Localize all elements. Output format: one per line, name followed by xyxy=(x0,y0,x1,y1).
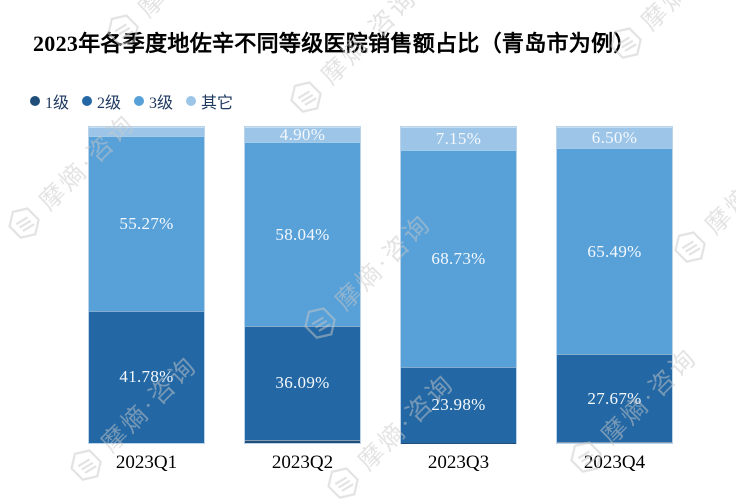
bar-segment-level3: 55.27% xyxy=(89,136,204,311)
legend-item-other: 其它 xyxy=(186,89,233,113)
data-label: 58.04% xyxy=(275,224,330,244)
brand-logo-icon xyxy=(8,207,40,239)
stacked-bar-2023q1: 55.27% 41.78% xyxy=(88,126,205,444)
chart-title: 2023年各季度地佐辛不同等级医院销售额占比（青岛市为例） xyxy=(33,31,636,56)
x-axis-label: 2023Q2 xyxy=(271,452,334,473)
legend-item-level3: 3级 xyxy=(134,89,173,113)
data-label: 6.50% xyxy=(591,127,638,147)
data-label: 55.27% xyxy=(119,214,174,234)
bar-segment-level1 xyxy=(557,441,672,443)
legend-dot-level2-icon xyxy=(82,96,93,106)
legend-dot-level1-icon xyxy=(30,96,40,106)
watermark: 摩熵·咨询 xyxy=(279,0,425,124)
bar-segment-other: 7.15% xyxy=(401,127,516,150)
bar-segment-other: 4.90% xyxy=(245,125,360,145)
bar-segment-other: 6.50% xyxy=(557,127,672,148)
bar-segment-other xyxy=(89,127,204,137)
legend-label: 3级 xyxy=(149,95,174,112)
watermark: 摩熵·咨询 xyxy=(663,128,736,274)
bar-segment-level2: 41.78% xyxy=(89,310,204,443)
data-label: 68.73% xyxy=(431,248,486,268)
watermark-text: 摩熵·咨询 xyxy=(129,0,242,24)
bar-segment-level3: 65.49% xyxy=(557,147,672,355)
data-label: 23.98% xyxy=(431,395,486,415)
stacked-bar-2023q4: 6.50% 65.49% 27.67% xyxy=(556,126,673,444)
legend-label: 2级 xyxy=(97,95,122,112)
watermark-text: 摩熵·咨询 xyxy=(700,133,736,241)
data-label: 36.09% xyxy=(275,373,330,393)
legend-label: 1级 xyxy=(45,95,70,112)
legend-item-level1: 1级 xyxy=(30,89,69,113)
bar-segment-level2: 27.67% xyxy=(557,354,672,442)
legend-label: 其它 xyxy=(201,95,234,112)
data-label: 7.15% xyxy=(435,128,482,148)
x-axis-labels: 2023Q1 2023Q2 2023Q3 2023Q4 xyxy=(88,452,673,474)
watermark-text: 摩熵·咨询 xyxy=(632,0,736,37)
stacked-bar-2023q2: 4.90% 58.04% 36.09% xyxy=(244,126,361,444)
data-label: 27.67% xyxy=(587,388,642,408)
chart-legend: 1级 2级 3级 其它 xyxy=(30,89,233,113)
data-label: 65.49% xyxy=(587,241,642,261)
bar-segment-level3: 58.04% xyxy=(245,142,360,326)
bar-segment-level2: 36.09% xyxy=(245,325,360,440)
brand-logo-icon xyxy=(290,81,322,113)
x-axis-label: 2023Q1 xyxy=(115,452,178,473)
x-axis-label: 2023Q3 xyxy=(427,452,490,473)
data-label: 4.90% xyxy=(279,125,326,145)
stacked-bar-2023q3: 7.15% 68.73% 23.98% xyxy=(400,126,517,444)
bar-segment-level2: 23.98% xyxy=(401,366,516,443)
legend-item-level2: 2级 xyxy=(82,89,121,113)
bar-chart-plot-area: 55.27% 41.78% 4.90% 58.04% 36.09% 7.15% … xyxy=(88,126,673,444)
data-label: 41.78% xyxy=(119,367,174,387)
bar-segment-level1 xyxy=(245,439,360,443)
bar-segment-level3: 68.73% xyxy=(401,149,516,367)
legend-dot-level3-icon xyxy=(134,96,145,106)
x-axis-label: 2023Q4 xyxy=(583,452,646,473)
legend-dot-other-icon xyxy=(186,96,197,106)
